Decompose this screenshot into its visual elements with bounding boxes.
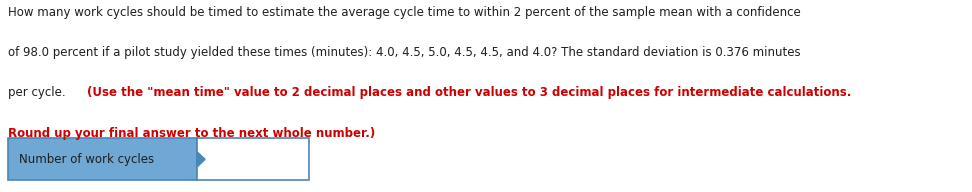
Text: of 98.0 percent if a pilot study yielded these times (minutes): 4.0, 4.5, 5.0, 4: of 98.0 percent if a pilot study yielded…: [8, 46, 800, 59]
Text: per cycle.: per cycle.: [8, 86, 69, 99]
Text: Round up your final answer to the next whole number.): Round up your final answer to the next w…: [8, 127, 375, 140]
Bar: [197, 138, 309, 180]
Text: How many work cycles should be timed to estimate the average cycle time to withi: How many work cycles should be timed to …: [8, 6, 801, 19]
Bar: [8, 138, 197, 180]
Text: (Use the "mean time" value to 2 decimal places and other values to 3 decimal pla: (Use the "mean time" value to 2 decimal …: [87, 86, 851, 99]
Text: Number of work cycles: Number of work cycles: [19, 153, 155, 166]
Polygon shape: [197, 152, 205, 167]
